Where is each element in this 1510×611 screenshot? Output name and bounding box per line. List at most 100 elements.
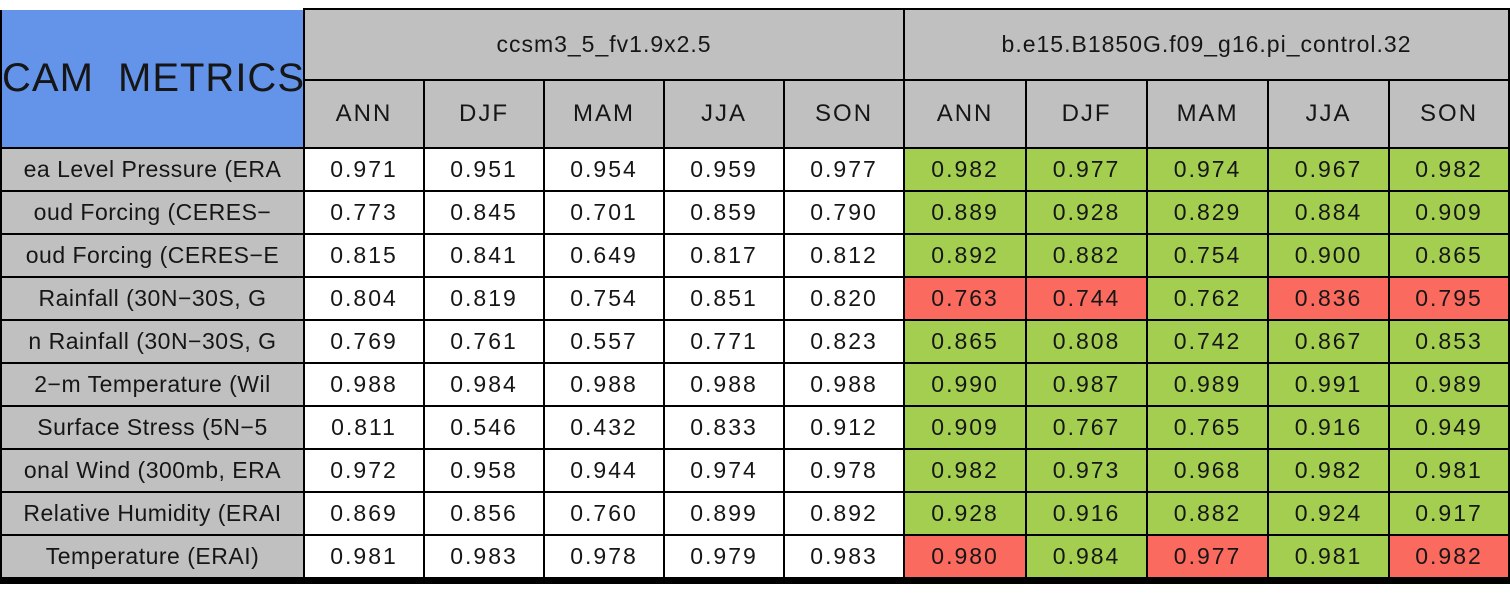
table-row: 2−m Temperature (Wil 0.988 0.984 0.988 0.988… (0, 362, 1510, 407)
metric-value-cell-m2: 0.989 (1388, 362, 1510, 407)
metric-value-cell-m1: 0.815 (303, 233, 425, 278)
metric-value-cell-m1: 0.944 (543, 448, 665, 493)
table-corner-title: CAM METRICS (0, 8, 305, 149)
metric-row-label: oud Forcing (CERES− (0, 190, 305, 235)
metric-value-cell-m1: 0.912 (782, 405, 906, 450)
metric-value-cell-m1: 0.754 (543, 276, 665, 321)
season-header-ann-m2: ANN (903, 79, 1028, 149)
table-row: Surface Stress (5N−5 0.811 0.546 0.432 0.833… (0, 405, 1510, 450)
metric-value-cell-m1: 0.773 (303, 190, 425, 235)
table-row: Relative Humidity (ERAI 0.869 0.856 0.760 0.… (0, 491, 1510, 536)
metric-value-cell-m1: 0.959 (663, 147, 785, 192)
metric-value-cell-m1: 0.817 (663, 233, 785, 278)
season-header-mam-m2: MAM (1146, 79, 1270, 149)
metric-value-cell-m2: 0.977 (1025, 147, 1149, 192)
metric-value-cell-m1: 0.804 (303, 276, 425, 321)
metric-value-cell-m1: 0.851 (663, 276, 785, 321)
metric-value-cell-m2: 0.991 (1267, 362, 1391, 407)
season-header-son-m1: SON (782, 79, 906, 149)
metric-value-cell-m1: 0.978 (543, 534, 665, 584)
metric-value-cell-m1: 0.988 (303, 362, 425, 407)
metric-value-cell-m2: 0.982 (1388, 147, 1510, 192)
model1-header: ccsm3_5_fv1.9x2.5 (302, 8, 906, 81)
metric-value-cell-m2: 0.984 (1025, 534, 1149, 584)
season-header-djf-m1: DJF (423, 79, 545, 149)
metric-value-cell-m1: 0.841 (423, 233, 545, 278)
season-header-mam-m1: MAM (543, 79, 665, 149)
metric-value-cell-m2: 0.892 (903, 233, 1028, 278)
metric-value-cell-m2: 0.949 (1388, 405, 1510, 450)
metric-row-label: onal Wind (300mb, ERA (0, 448, 305, 493)
metric-value-cell-m2: 0.900 (1267, 233, 1391, 278)
metric-value-cell-m1: 0.988 (782, 362, 906, 407)
season-header-row: ANN DJF MAM JJA SON ANN DJF MAM JJA SON (1, 79, 1510, 149)
metric-value-cell-m2: 0.967 (1267, 147, 1391, 192)
metric-row-label: Temperature (ERAI) (0, 534, 305, 584)
season-header-jja-m1: JJA (663, 79, 785, 149)
metric-value-cell-m2: 0.762 (1146, 276, 1270, 321)
metric-value-cell-m1: 0.761 (423, 319, 545, 364)
metric-value-cell-m1: 0.974 (663, 448, 785, 493)
metric-value-cell-m2: 0.974 (1146, 147, 1270, 192)
metric-value-cell-m1: 0.812 (782, 233, 906, 278)
metric-value-cell-m1: 0.899 (663, 491, 785, 536)
model-header-row: CAM METRICS ccsm3_5_fv1.9x2.5 b.e15.B185… (0, 8, 1510, 149)
metric-value-cell-m1: 0.979 (663, 534, 785, 584)
metric-value-cell-m1: 0.978 (782, 448, 906, 493)
table-body: ea Level Pressure (ERA 0.971 0.951 0.954 0.9… (0, 147, 1510, 584)
metric-value-cell-m2: 0.982 (903, 147, 1028, 192)
metric-value-cell-m1: 0.971 (303, 147, 425, 192)
metric-value-cell-m2: 0.754 (1146, 233, 1270, 278)
metric-row-label: Relative Humidity (ERAI (0, 491, 305, 536)
metric-value-cell-m1: 0.557 (543, 319, 665, 364)
metric-value-cell-m2: 0.917 (1388, 491, 1510, 536)
season-header-ann-m1: ANN (303, 79, 425, 149)
metric-value-cell-m1: 0.833 (663, 405, 785, 450)
metric-value-cell-m2: 0.916 (1267, 405, 1391, 450)
metric-value-cell-m1: 0.951 (423, 147, 545, 192)
metric-value-cell-m1: 0.771 (663, 319, 785, 364)
metric-value-cell-m2: 0.889 (903, 190, 1028, 235)
metric-row-label: ea Level Pressure (ERA (0, 147, 305, 192)
metric-row-label: n Rainfall (30N−30S, G (0, 319, 305, 364)
table-row: Rainfall (30N−30S, G 0.804 0.819 0.754 0.851… (0, 276, 1510, 321)
metric-value-cell-m1: 0.981 (303, 534, 425, 584)
metric-value-cell-m1: 0.892 (782, 491, 906, 536)
metric-value-cell-m1: 0.790 (782, 190, 906, 235)
metric-value-cell-m2: 0.987 (1025, 362, 1149, 407)
metric-value-cell-m1: 0.988 (543, 362, 665, 407)
metric-value-cell-m1: 0.856 (423, 491, 545, 536)
metric-value-cell-m2: 0.982 (903, 448, 1028, 493)
season-header-djf-m2: DJF (1025, 79, 1149, 149)
metric-value-cell-m2: 0.808 (1025, 319, 1149, 364)
season-header-son-m2: SON (1388, 79, 1510, 149)
metric-value-cell-m1: 0.701 (543, 190, 665, 235)
metric-value-cell-m2: 0.973 (1025, 448, 1149, 493)
metric-value-cell-m1: 0.972 (303, 448, 425, 493)
metric-value-cell-m2: 0.763 (903, 276, 1028, 321)
metric-value-cell-m2: 0.982 (1388, 534, 1510, 584)
metric-value-cell-m1: 0.958 (423, 448, 545, 493)
metric-value-cell-m2: 0.882 (1146, 491, 1270, 536)
metric-value-cell-m2: 0.981 (1267, 534, 1391, 584)
season-header-jja-m2: JJA (1267, 79, 1391, 149)
metric-value-cell-m1: 0.769 (303, 319, 425, 364)
metric-value-cell-m2: 0.982 (1267, 448, 1391, 493)
metric-value-cell-m2: 0.865 (903, 319, 1028, 364)
model2-header: b.e15.B1850G.f09_g16.pi_control.32 (903, 8, 1510, 81)
metric-value-cell-m1: 0.432 (543, 405, 665, 450)
metric-value-cell-m2: 0.916 (1025, 491, 1149, 536)
metric-value-cell-m1: 0.546 (423, 405, 545, 450)
metric-value-cell-m1: 0.983 (423, 534, 545, 584)
metric-value-cell-m1: 0.984 (423, 362, 545, 407)
table-row: oud Forcing (CERES−E 0.815 0.841 0.649 0.817… (0, 233, 1510, 278)
metric-value-cell-m1: 0.823 (782, 319, 906, 364)
metric-value-cell-m2: 0.765 (1146, 405, 1270, 450)
table-row: onal Wind (300mb, ERA 0.972 0.958 0.944 0.97… (0, 448, 1510, 493)
metric-value-cell-m2: 0.990 (903, 362, 1028, 407)
metric-row-label: Rainfall (30N−30S, G (0, 276, 305, 321)
metric-value-cell-m2: 0.836 (1267, 276, 1391, 321)
table-row: Temperature (ERAI) 0.981 0.983 0.978 0.979 0.… (0, 534, 1510, 584)
metric-value-cell-m2: 0.924 (1267, 491, 1391, 536)
metric-value-cell-m1: 0.845 (423, 190, 545, 235)
